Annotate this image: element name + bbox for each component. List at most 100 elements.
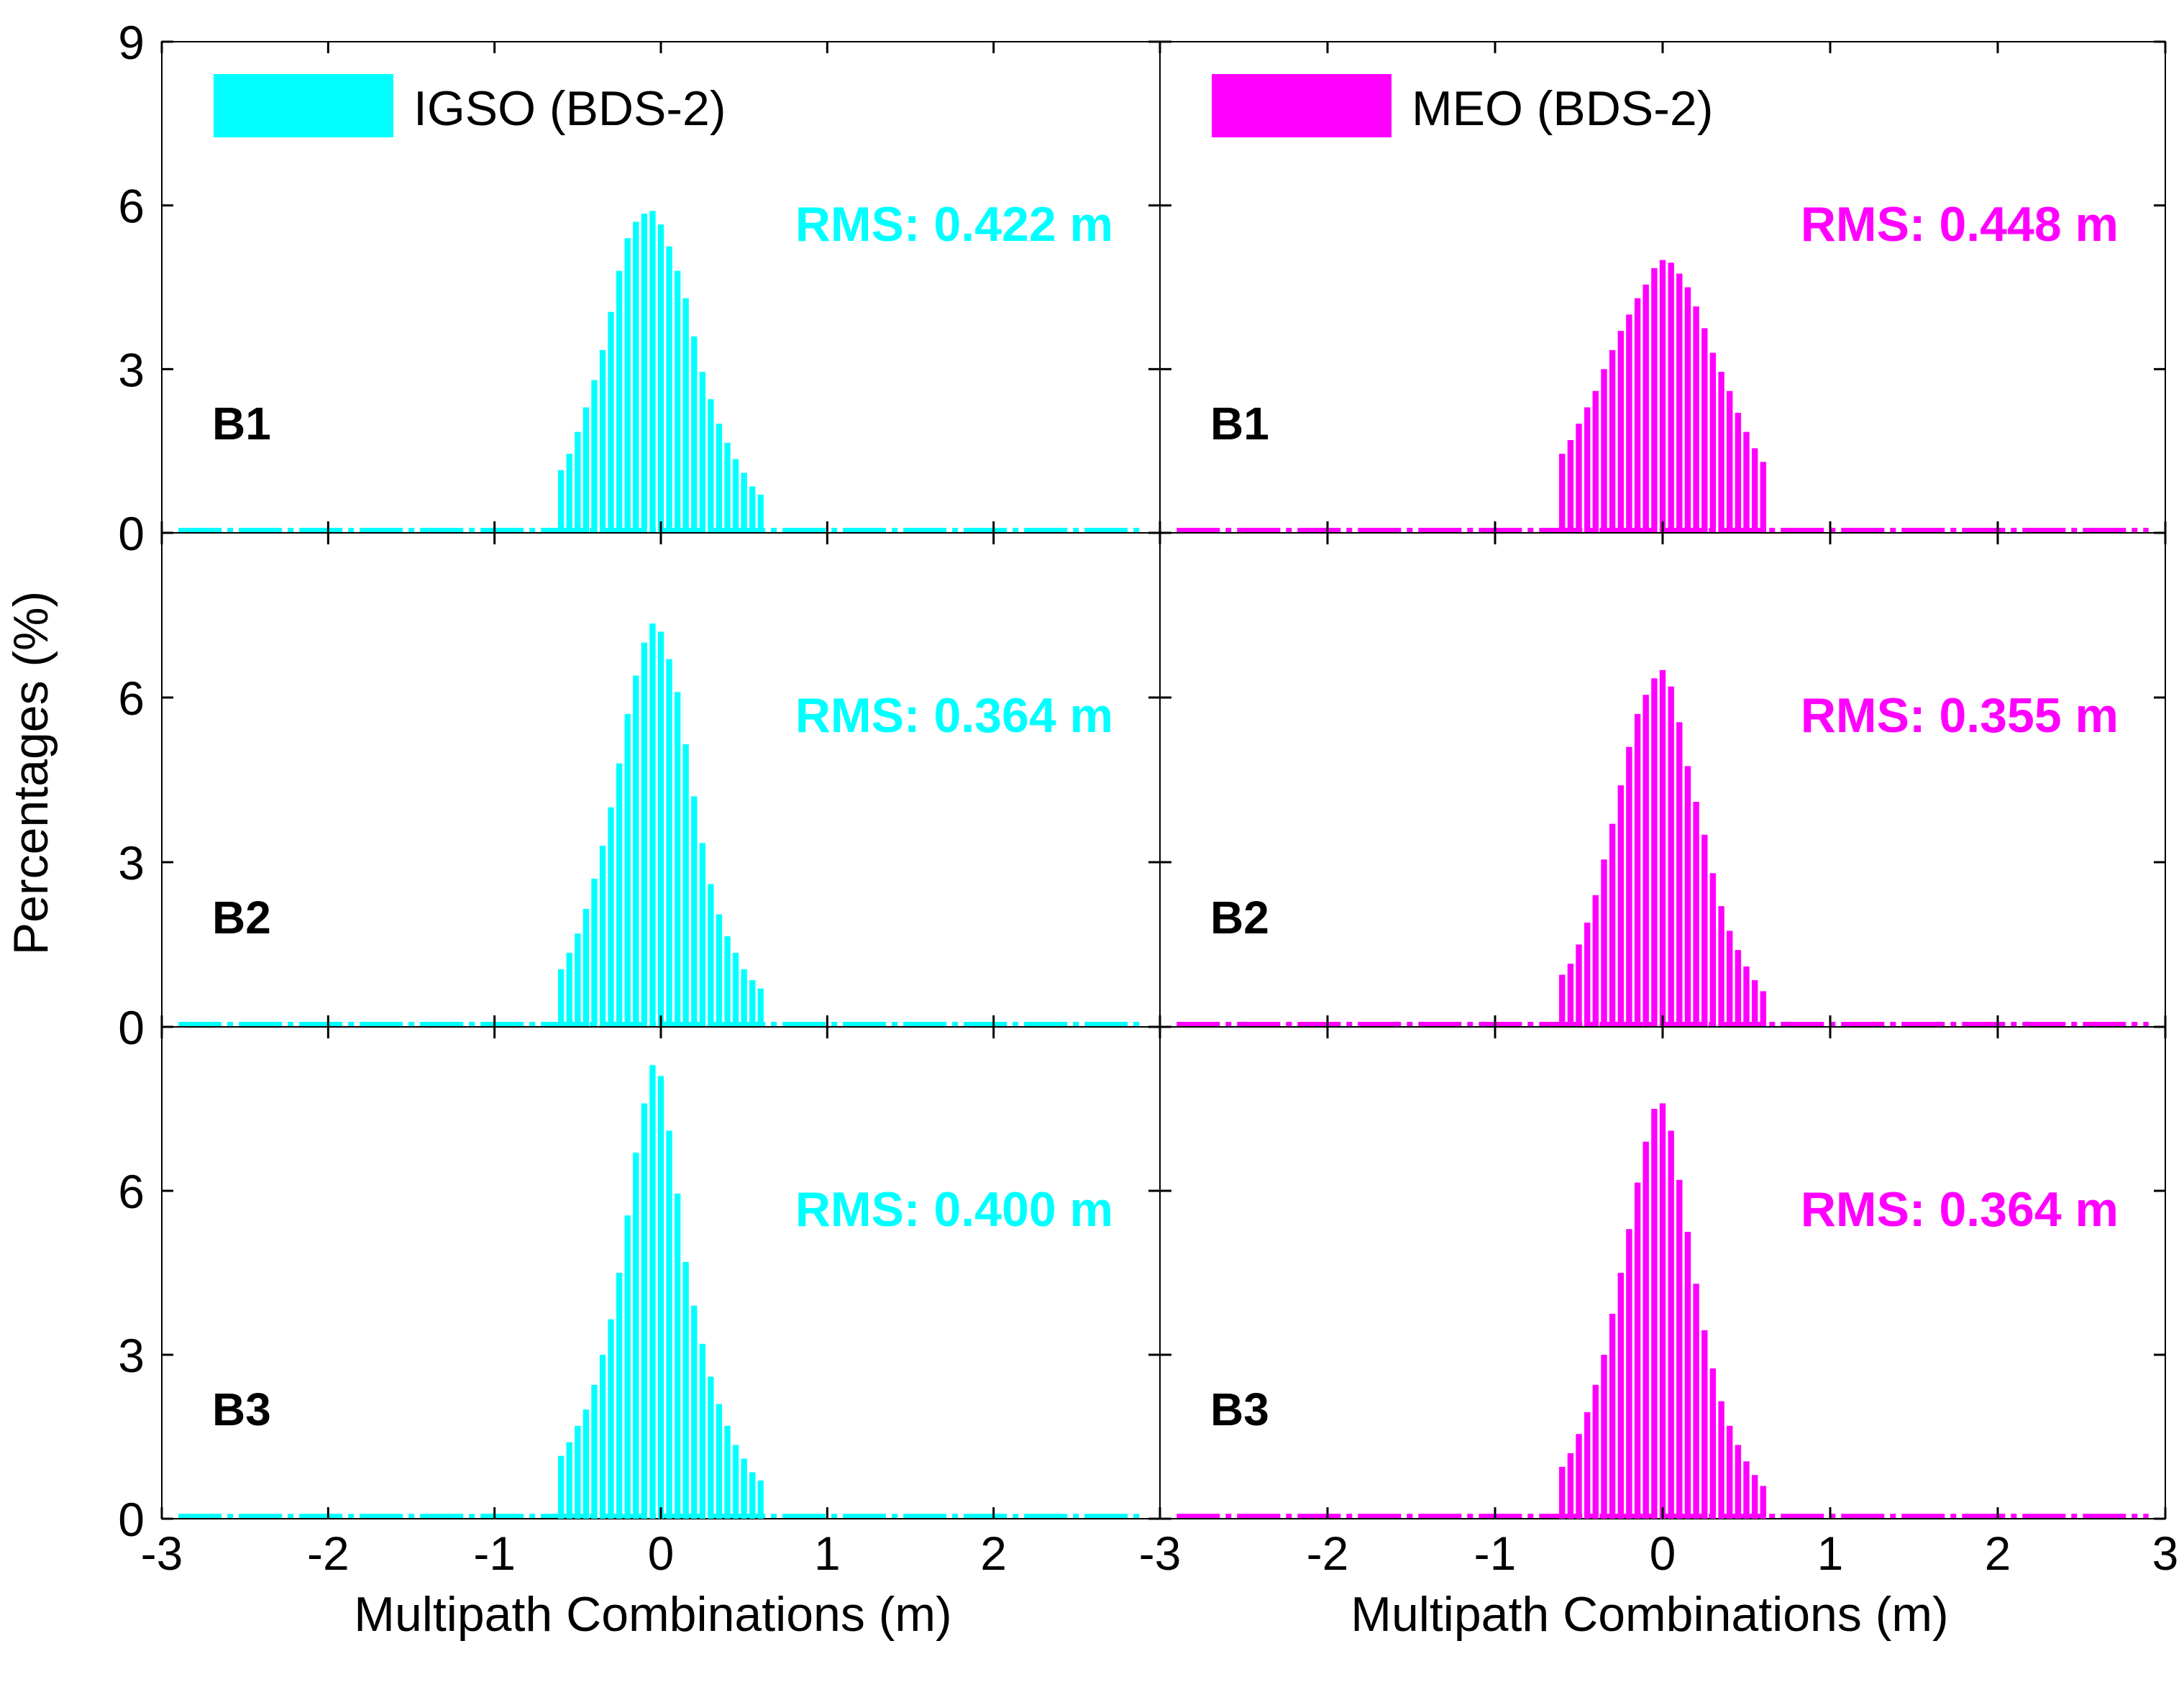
panel-meo-b2-rms-label: RMS: 0.355 m	[1801, 688, 2119, 743]
panel-igso-b1-xtick-label-6: -3	[1139, 1527, 1182, 1580]
panel-igso-b1-legend-swatch	[214, 74, 393, 137]
panel-igso-b1-bar-18	[708, 399, 714, 533]
panel-igso-b1-bar-21	[732, 459, 739, 533]
panel-igso-b2-bar-22	[741, 969, 747, 1027]
panel-igso-b3-bar-7	[616, 1273, 623, 1519]
panel-meo-b1-bar-17	[1701, 328, 1708, 533]
panel-meo-b1-xtick-label-4: 2	[1985, 1527, 2011, 1580]
panel-meo-b3-bar-5	[1601, 1355, 1607, 1519]
panel-igso-b3-bar-2	[575, 1425, 581, 1519]
panel-igso-b3-band-label: B3	[212, 1384, 271, 1435]
panel-meo-b1-bar-20	[1727, 390, 1733, 533]
panel-meo-b2-bar-22	[1743, 966, 1750, 1027]
panel-igso-b1-ytick-label-0: 0	[118, 507, 145, 560]
panel-igso-b2-bar-23	[749, 980, 756, 1027]
panel-meo-b1-bar-6	[1609, 349, 1616, 533]
panel-meo-b1-xtick-label-2: 0	[1650, 1527, 1676, 1580]
panel-meo-b1-bar-5	[1601, 369, 1607, 533]
panel-igso-b1-bar-22	[741, 472, 747, 533]
panel-meo-b2-bar-5	[1601, 859, 1607, 1027]
panel-meo-b2-bar-0	[1559, 974, 1566, 1027]
panel-meo-b2-bar-14	[1676, 722, 1683, 1027]
panel-meo-b3-bar-24	[1760, 1486, 1766, 1519]
panel-meo-b3-bar-18	[1709, 1368, 1717, 1519]
panel-igso-b1-bar-8	[624, 238, 631, 533]
panel-meo-b2-bar-6	[1609, 823, 1616, 1027]
panel-igso-b1-bar-11	[649, 211, 656, 533]
panel-igso-b3-bar-0	[558, 1455, 565, 1519]
panel-igso-b3-bar-19	[716, 1404, 723, 1519]
panel-meo-b1-bar-11	[1651, 268, 1658, 533]
panel-igso-b1-bar-14	[675, 270, 681, 533]
panel-meo-b3-bar-15	[1684, 1232, 1691, 1519]
panel-igso-b1-bar-1	[566, 454, 572, 533]
panel-igso-b2-bar-11	[649, 623, 656, 1027]
panel-meo-b3-bar-11	[1651, 1109, 1658, 1519]
panel-meo-b2-bar-7	[1617, 785, 1624, 1027]
panel-igso-b1-bar-20	[724, 442, 731, 533]
panel-meo-b1-bar-21	[1735, 413, 1742, 533]
panel-igso-b2-bar-15	[682, 744, 689, 1027]
panel-meo-b1-xtick-label-1: -1	[1474, 1527, 1517, 1580]
panel-igso-b3-ytick-label-0: 0	[118, 1493, 145, 1546]
panel-igso-b1-ytick-label-1: 3	[118, 343, 145, 396]
panel-meo-b1-bar-13	[1668, 262, 1674, 533]
panel-meo-b1: -2 -1 0 1 2 3 B1 RMS: 0.448 m MEO (BDS-2)	[1159, 40, 2178, 1580]
panel-igso-b3-bar-20	[724, 1425, 731, 1519]
panel-igso-b3-bar-15	[682, 1261, 689, 1519]
panel-meo-b1-bar-10	[1642, 284, 1649, 533]
panel-igso-b1-xtick-label-0: -3	[141, 1527, 183, 1580]
panel-meo-b1-bar-22	[1743, 431, 1750, 533]
panel-igso-b1-bar-0	[558, 470, 565, 533]
panel-meo-b2-bar-1	[1567, 964, 1574, 1027]
panel-igso-b1-xtick-label-3: 0	[648, 1527, 675, 1580]
panel-meo-b3-rms-label: RMS: 0.364 m	[1801, 1182, 2119, 1237]
panel-igso-b3: 0 3 6 B3 RMS: 0.400 m	[118, 1026, 1161, 1546]
panel-igso-b1-bar-17	[699, 372, 705, 533]
panel-meo-b1-legend-label: MEO (BDS-2)	[1412, 81, 1713, 136]
panel-igso-b1-bar-13	[666, 246, 672, 533]
panel-igso-b2-bar-18	[708, 884, 714, 1027]
panel-igso-b2-bar-20	[724, 936, 731, 1027]
panel-igso-b1-ytick-label-3: 9	[118, 16, 145, 69]
panel-igso-b3-bar-5	[599, 1355, 606, 1519]
panel-igso-b3-bar-13	[666, 1130, 672, 1519]
panel-meo-b2-bar-12	[1659, 669, 1666, 1027]
panel-igso-b3-bar-9	[633, 1152, 639, 1519]
panel-meo-b1-legend-swatch	[1212, 74, 1392, 137]
panel-meo-b2-bar-11	[1651, 678, 1658, 1027]
panel-meo-b2-bar-21	[1735, 950, 1742, 1027]
panel-igso-b2: 0 3 6 B2 RMS: 0.364 m	[118, 532, 1161, 1054]
panel-igso-b1-bar-23	[749, 486, 756, 533]
panel-igso-b1-bar-15	[682, 298, 689, 533]
panel-igso-b3-bar-18	[708, 1376, 714, 1519]
panel-igso-b1-xtick-label-4: 1	[814, 1527, 841, 1580]
panel-meo-b1-band-label: B1	[1210, 398, 1269, 449]
panel-meo-b2-bar-19	[1718, 906, 1724, 1027]
panel-meo-b1-bar-3	[1584, 407, 1591, 533]
panel-igso-b3-bar-21	[732, 1445, 739, 1519]
panel-meo-b1-bar-1	[1567, 440, 1574, 533]
panel-igso-b2-bar-16	[691, 796, 698, 1027]
panel-igso-b1-rms-label: RMS: 0.422 m	[795, 197, 1113, 252]
panel-igso-b2-bar-4	[591, 878, 598, 1027]
panel-igso-b1-bar-12	[657, 224, 664, 533]
panel-meo-b1-bar-8	[1626, 314, 1632, 533]
panel-meo-b1-bar-12	[1659, 260, 1666, 533]
panel-meo-b3-bar-3	[1584, 1412, 1591, 1519]
y-axis-title: Percentages (%)	[4, 591, 58, 955]
panel-igso-b3-bar-22	[741, 1458, 747, 1519]
panel-meo-b3: B3 RMS: 0.364 m	[1159, 1026, 2167, 1520]
panel-meo-b1-bar-15	[1684, 287, 1691, 533]
panel-igso-b2-bar-0	[558, 969, 565, 1027]
panel-igso-b2-ytick-label-0: 0	[118, 1001, 145, 1054]
panel-igso-b1-bar-16	[691, 336, 698, 533]
panel-meo-b1-bar-19	[1718, 372, 1724, 533]
panel-meo-b1-xtick-label-0: -2	[1307, 1527, 1349, 1580]
panel-meo-b3-bar-12	[1659, 1103, 1666, 1519]
panel-meo-b3-bar-4	[1592, 1384, 1599, 1519]
panel-igso-b2-bar-2	[575, 933, 581, 1027]
panel-igso-b1-bar-6	[608, 311, 614, 533]
panel-igso-b1-bar-5	[599, 349, 606, 533]
